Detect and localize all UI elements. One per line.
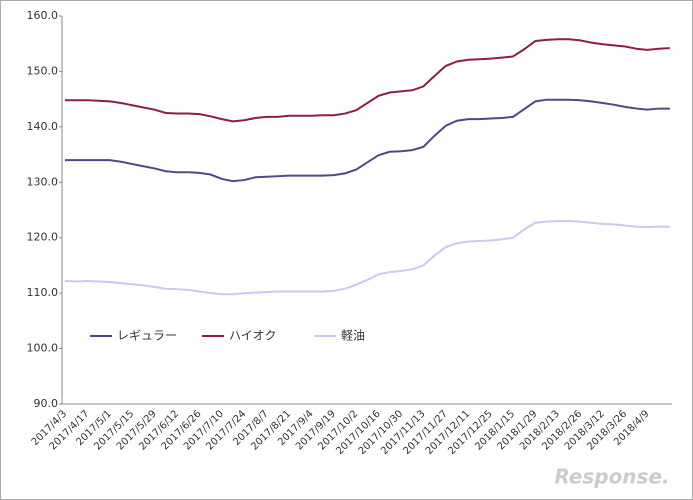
series-line (64, 220, 670, 296)
y-tick-label: 100.0 (27, 342, 59, 355)
y-tick-label: 150.0 (27, 64, 59, 77)
y-tick-label: 90.0 (34, 397, 59, 410)
y-tick-label: 110.0 (27, 286, 59, 299)
series-line (65, 98, 670, 183)
y-tick-label: 140.0 (27, 120, 59, 133)
watermark: Response. (554, 465, 669, 489)
y-tick-label: 130.0 (27, 175, 59, 188)
y-tick-label: 120.0 (27, 231, 59, 244)
series-line (65, 38, 670, 123)
legend-label: 軽油 (341, 329, 365, 343)
legend-label: レギュラー (117, 329, 177, 343)
legend-label: ハイオク (229, 329, 277, 343)
y-tick-label: 160.0 (27, 9, 59, 22)
